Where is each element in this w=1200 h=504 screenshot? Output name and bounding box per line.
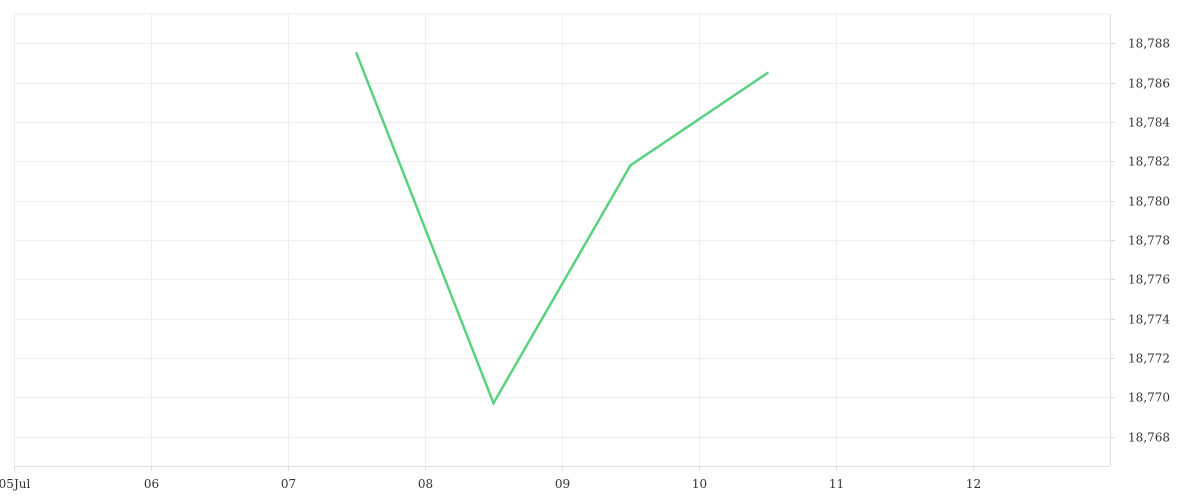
series-line: [355, 52, 769, 406]
data-point: [766, 71, 769, 75]
x-tick-label: 09: [555, 477, 570, 491]
y-tick-label: 18,786: [1128, 77, 1170, 91]
y-tick-label: 18,788: [1128, 37, 1170, 51]
x-tick-label: 06: [144, 477, 159, 491]
y-tick-label: 18,776: [1128, 273, 1170, 287]
data-point: [355, 52, 358, 55]
grid-lines: [14, 13, 1110, 466]
data-point: [629, 164, 632, 167]
x-tick-label: 10: [692, 477, 707, 491]
x-tick-label: 11: [829, 477, 844, 491]
y-tick-label: 18,784: [1128, 116, 1170, 130]
y-tick-label: 18,782: [1128, 155, 1170, 169]
y-tick-label: 18,768: [1128, 431, 1170, 445]
x-tick-label: 05Jul: [0, 477, 30, 491]
y-tick-label: 18,780: [1128, 195, 1170, 209]
series-layer: [355, 52, 769, 406]
x-tick-label: 07: [281, 477, 296, 491]
data-point: [492, 401, 495, 405]
x-tick-label: 12: [966, 477, 981, 491]
y-tick-label: 18,774: [1128, 313, 1170, 327]
tick-labels: 05Jul 06 07 08 09 10 11 12 18,768 18,770 18,772 18,…: [0, 37, 1170, 492]
y-tick-label: 18,770: [1128, 391, 1170, 405]
y-tick-label: 18,772: [1128, 352, 1170, 366]
x-tick-label: 08: [418, 477, 433, 491]
axes: [14, 14, 1115, 471]
y-tick-label: 18,778: [1128, 234, 1170, 248]
